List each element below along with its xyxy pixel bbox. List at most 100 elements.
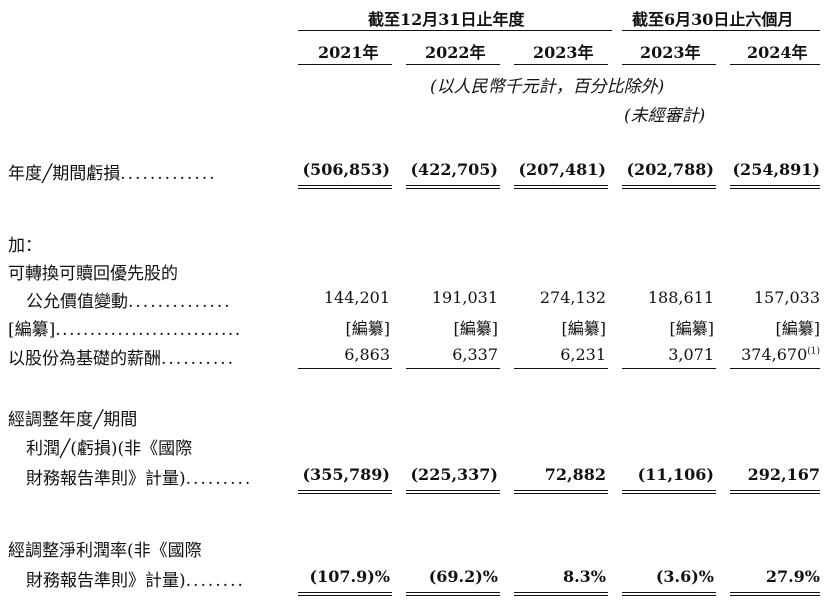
header-group-rule-half [622, 30, 820, 31]
row-label-adj-line3: 財務報告準則》計量)......... [26, 464, 252, 489]
loss-label-text: 年度╱期間虧損 [8, 164, 121, 184]
unit-note: (以人民幣千元計，百分比除外) [430, 77, 665, 97]
adj-rule [622, 493, 716, 494]
share-value-2023-half: 3,071 [668, 345, 714, 364]
margin-rule [406, 595, 500, 596]
fv-value-2024-half: 157,033 [753, 288, 820, 307]
header-group-rule-year [298, 30, 612, 31]
margin-value-2023: 8.3% [562, 567, 606, 586]
loss-value-2024-half: (254,891) [732, 160, 820, 179]
column-rule-2 [406, 64, 500, 65]
share-label-text: 以股份為基礎的薪酬 [8, 349, 161, 369]
adj-rule [622, 490, 716, 491]
loss-rule [730, 188, 820, 189]
share-rule [730, 368, 820, 369]
column-rule-3 [514, 64, 608, 65]
leader-dots: ........................... [55, 320, 242, 340]
share-rule [514, 368, 608, 369]
row-label-loss: 年度╱期間虧損............. [8, 159, 217, 184]
column-rule-4 [622, 64, 716, 65]
leader-dots: .......... [161, 349, 236, 369]
adj-label-text: 財務報告準則》計量) [26, 469, 186, 489]
row-label-share-comp: 以股份為基礎的薪酬.......... [8, 344, 235, 369]
fv-value-2022: 191,031 [431, 288, 498, 307]
share-value-2022: 6,337 [452, 345, 498, 364]
margin-label-text: 財務報告準則》計量) [26, 571, 186, 591]
adj-value-2021: (355,789) [302, 465, 390, 484]
margin-rule [514, 592, 608, 593]
redacted-value-2021: [編纂] [345, 319, 391, 338]
share-rule [622, 368, 716, 369]
adj-value-2024-half: 292,167 [747, 465, 820, 484]
adj-rule [514, 493, 608, 494]
loss-value-2021: (506,853) [302, 160, 390, 179]
loss-rule [406, 188, 500, 189]
leader-dots: .............. [128, 292, 232, 312]
share-value-2024-half: 374,670(1) [712, 345, 820, 364]
redacted-label-text: [編纂] [8, 320, 56, 340]
adj-rule [406, 490, 500, 491]
loss-rule [406, 185, 500, 186]
fv-value-2021: 144,201 [323, 288, 390, 307]
share-value-2021: 6,863 [344, 345, 390, 364]
adj-rule [730, 493, 820, 494]
header-half-year-group: 截至6月30日止六個月 [632, 10, 794, 29]
margin-rule [622, 592, 716, 593]
margin-rule [730, 592, 820, 593]
adj-value-2023: 72,882 [544, 465, 606, 484]
adj-value-2023-half: (11,106) [637, 465, 714, 484]
loss-rule [622, 185, 716, 186]
column-header-2023-half: 2023年 [640, 43, 701, 62]
fv-label-text: 公允價值變動 [26, 292, 128, 312]
row-label-margin-line1: 經調整淨利潤率(非《國際 [8, 541, 202, 561]
share-value-2023: 6,231 [560, 345, 606, 364]
margin-rule [298, 595, 392, 596]
row-label-margin-line2: 財務報告準則》計量)........ [26, 566, 245, 591]
leader-dots: ........ [185, 571, 245, 591]
redacted-value-2022: [編纂] [453, 319, 499, 338]
adj-rule [298, 493, 392, 494]
column-header-2022: 2022年 [425, 43, 486, 62]
leader-dots: ......... [185, 469, 253, 489]
column-header-2023: 2023年 [533, 43, 594, 62]
header-year-group: 截至12月31日止年度 [368, 10, 525, 29]
margin-rule [406, 592, 500, 593]
fv-value-2023: 274,132 [539, 288, 606, 307]
row-label-adj-line2: 利潤╱(虧損)(非《國際 [26, 439, 193, 459]
margin-rule [730, 595, 820, 596]
adj-rule [730, 490, 820, 491]
loss-value-2023-half: (202,788) [626, 160, 714, 179]
loss-value-2022: (422,705) [410, 160, 498, 179]
footnote-marker: (1) [807, 346, 820, 357]
row-label-adj-line1: 經調整年度╱期間 [8, 410, 138, 430]
share-value-2024-text: 374,670 [741, 345, 808, 364]
redacted-value-2024-half: [編纂] [775, 319, 821, 338]
fv-value-2023-half: 188,611 [647, 288, 714, 307]
add-label: 加： [8, 236, 42, 256]
column-header-2024-half: 2024年 [747, 43, 808, 62]
share-rule [406, 368, 500, 369]
unaudited-note: (未經審計) [624, 106, 706, 126]
margin-rule [514, 595, 608, 596]
margin-value-2021: (107.9)% [309, 567, 390, 586]
loss-value-2023: (207,481) [518, 160, 606, 179]
adj-rule [298, 490, 392, 491]
loss-rule [514, 188, 608, 189]
margin-value-2023-half: (3.6)% [655, 567, 714, 586]
margin-value-2024-half: 27.9% [765, 567, 820, 586]
row-label-fv-line1: 可轉換可贖回優先股的 [8, 264, 178, 284]
margin-rule [622, 595, 716, 596]
loss-rule [514, 185, 608, 186]
adj-rule [406, 493, 500, 494]
share-rule [298, 368, 392, 369]
column-rule-1 [298, 64, 392, 65]
adj-value-2022: (225,337) [410, 465, 498, 484]
loss-rule [622, 188, 716, 189]
leader-dots: ............. [120, 164, 217, 184]
loss-rule [298, 185, 392, 186]
column-rule-5 [730, 64, 820, 65]
column-header-2021: 2021年 [318, 43, 379, 62]
margin-rule [298, 592, 392, 593]
redacted-value-2023: [編纂] [561, 319, 607, 338]
loss-rule [730, 185, 820, 186]
